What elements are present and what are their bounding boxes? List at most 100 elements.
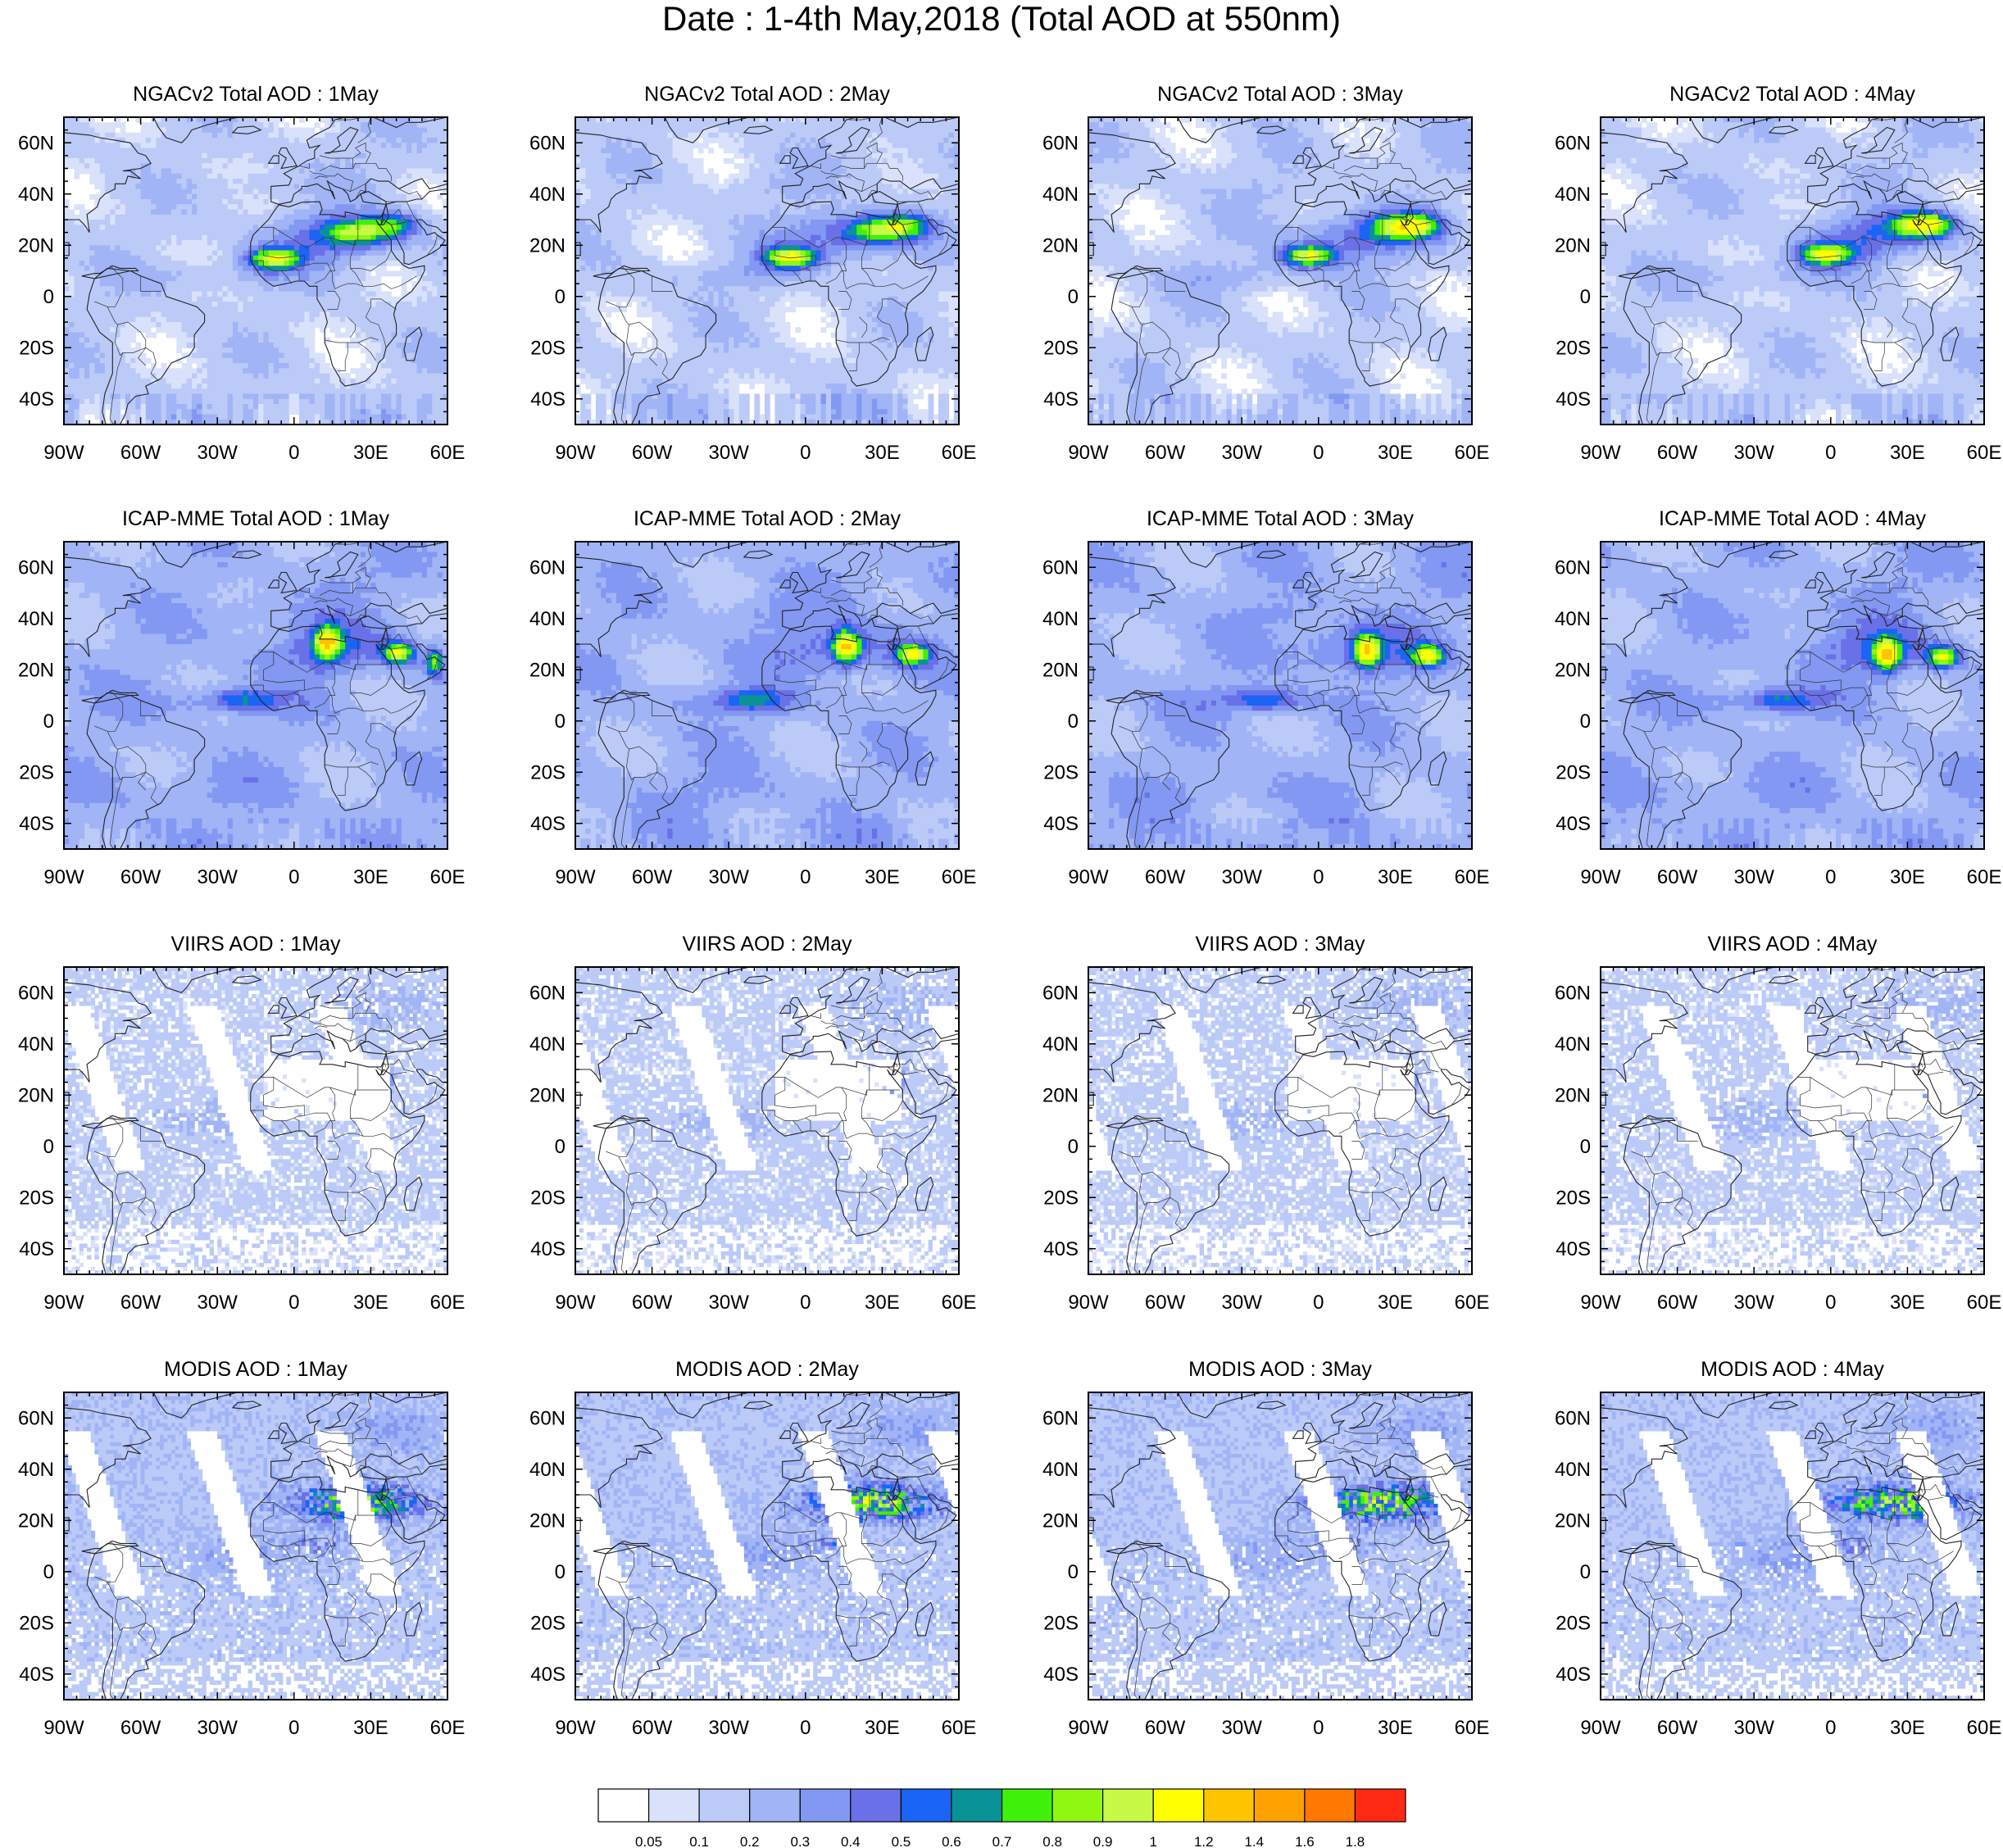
- lon-tick-label: 30E: [353, 1292, 388, 1314]
- lon-tick-label: 30E: [353, 442, 388, 464]
- lat-tick-label: 20N: [529, 234, 565, 257]
- lat-tick-label: 40S: [530, 388, 565, 411]
- lon-tick-label: 90W: [1068, 1292, 1109, 1314]
- colorbar-swatch: [649, 1789, 700, 1822]
- lat-tick-label: 40N: [529, 608, 565, 630]
- lon-tick-label: 60E: [430, 1292, 466, 1314]
- lon-tick-label: 0: [288, 866, 299, 888]
- lat-tick-label: 20N: [529, 1510, 565, 1532]
- lon-tick-label: 60W: [1145, 1292, 1186, 1314]
- lat-tick-label: 20N: [1042, 1084, 1079, 1106]
- lon-tick-label: 90W: [1068, 866, 1109, 888]
- lon-tick-label: 60E: [1455, 442, 1490, 464]
- colorbar-label: 0.5: [892, 1834, 911, 1848]
- lat-tick-label: 20S: [1556, 1187, 1591, 1209]
- lat-tick-label: 0: [1580, 711, 1591, 733]
- lon-tick-label: 30W: [198, 1717, 238, 1739]
- lat-tick-label: 20N: [1555, 1084, 1591, 1106]
- lat-tick-label: 40S: [1043, 1238, 1079, 1260]
- lon-tick-label: 60E: [942, 442, 977, 464]
- lon-tick-label: 60E: [430, 866, 466, 888]
- colorbar-label: 0.6: [942, 1834, 961, 1848]
- lon-tick-label: 60W: [632, 1292, 673, 1314]
- lon-tick-label: 30E: [1378, 866, 1413, 888]
- lat-tick-label: 60N: [529, 1407, 565, 1429]
- colorbar-label: 0.1: [689, 1834, 709, 1848]
- panel-title: ICAP-MME Total AOD : 2May: [634, 507, 902, 530]
- lat-tick-label: 0: [555, 711, 565, 733]
- lon-tick-label: 60E: [1967, 866, 2002, 888]
- colorbar-label: 0.7: [992, 1834, 1012, 1848]
- aod-field: [1088, 1392, 1473, 1700]
- colorbar-swatch: [952, 1789, 1002, 1822]
- lat-tick-label: 40N: [1555, 1033, 1591, 1056]
- lat-tick-label: 20S: [1556, 1612, 1591, 1634]
- lon-tick-label: 30W: [198, 442, 238, 464]
- lat-tick-label: 40S: [1043, 813, 1079, 835]
- panel-title: MODIS AOD : 3May: [1188, 1358, 1372, 1381]
- lat-tick-label: 40S: [530, 1664, 565, 1686]
- lon-tick-label: 0: [1825, 1292, 1836, 1314]
- lon-tick-label: 0: [288, 1717, 299, 1739]
- aod-field: [64, 967, 448, 1275]
- lat-tick-label: 60N: [1042, 132, 1079, 154]
- colorbar-label: 0.8: [1042, 1834, 1062, 1848]
- lon-tick-label: 0: [1313, 1292, 1324, 1314]
- colorbar-swatch: [598, 1789, 649, 1822]
- lat-tick-label: 0: [1580, 286, 1591, 308]
- lon-tick-label: 30E: [865, 1717, 900, 1739]
- lon-tick-label: 60W: [632, 866, 673, 888]
- lat-tick-label: 40N: [1555, 1459, 1591, 1481]
- panel-title: ICAP-MME Total AOD : 4May: [1659, 507, 1927, 530]
- lat-tick-label: 0: [43, 286, 54, 308]
- lon-tick-label: 60E: [1455, 1717, 1490, 1739]
- lat-tick-label: 20N: [18, 234, 54, 257]
- lon-tick-label: 60E: [430, 1717, 466, 1739]
- lat-tick-label: 20S: [1043, 337, 1079, 359]
- lon-tick-label: 60W: [1145, 1717, 1186, 1739]
- lat-tick-label: 20S: [1556, 337, 1591, 359]
- lon-tick-label: 60E: [942, 1717, 977, 1739]
- lat-tick-label: 60N: [18, 982, 54, 1004]
- lat-tick-label: 20N: [529, 659, 565, 681]
- colorbar: 0.05 0.1 0.2 0.3 0.4 0.5 0.6 0.7 0.8 0.9 1 1.2 1.4 1.…: [598, 1789, 1406, 1848]
- lat-tick-label: 20N: [18, 659, 54, 681]
- aod-field: [575, 117, 960, 425]
- lat-tick-label: 40S: [19, 813, 54, 835]
- colorbar-swatch: [901, 1789, 952, 1822]
- lon-tick-label: 60E: [942, 1292, 977, 1314]
- aod-field: [1601, 967, 1985, 1275]
- lat-tick-label: 60N: [18, 1407, 54, 1429]
- lon-tick-label: 90W: [1580, 442, 1621, 464]
- lon-tick-label: 30W: [1734, 866, 1775, 888]
- lon-tick-label: 0: [1825, 1717, 1836, 1739]
- aod-field: [575, 542, 960, 850]
- lon-tick-label: 30W: [198, 866, 238, 888]
- lon-tick-label: 90W: [555, 1717, 596, 1739]
- lon-tick-label: 30E: [353, 866, 388, 888]
- lon-tick-label: 0: [800, 866, 811, 888]
- lon-tick-label: 30E: [865, 1292, 900, 1314]
- colorbar-label: 1.8: [1346, 1834, 1365, 1848]
- lon-tick-label: 0: [1313, 1717, 1324, 1739]
- panel-title: ICAP-MME Total AOD : 1May: [122, 507, 390, 530]
- lat-tick-label: 20S: [530, 761, 565, 783]
- lat-tick-label: 40S: [1043, 1664, 1079, 1686]
- lat-tick-label: 40S: [19, 388, 54, 411]
- colorbar-label: 0.9: [1093, 1834, 1113, 1848]
- lat-tick-label: 0: [43, 1561, 54, 1583]
- lon-tick-label: 30E: [865, 866, 900, 888]
- aod-field: [64, 542, 448, 850]
- lon-tick-label: 30W: [709, 442, 750, 464]
- lat-tick-label: 20N: [1555, 1510, 1591, 1532]
- lon-tick-label: 30E: [1378, 1292, 1413, 1314]
